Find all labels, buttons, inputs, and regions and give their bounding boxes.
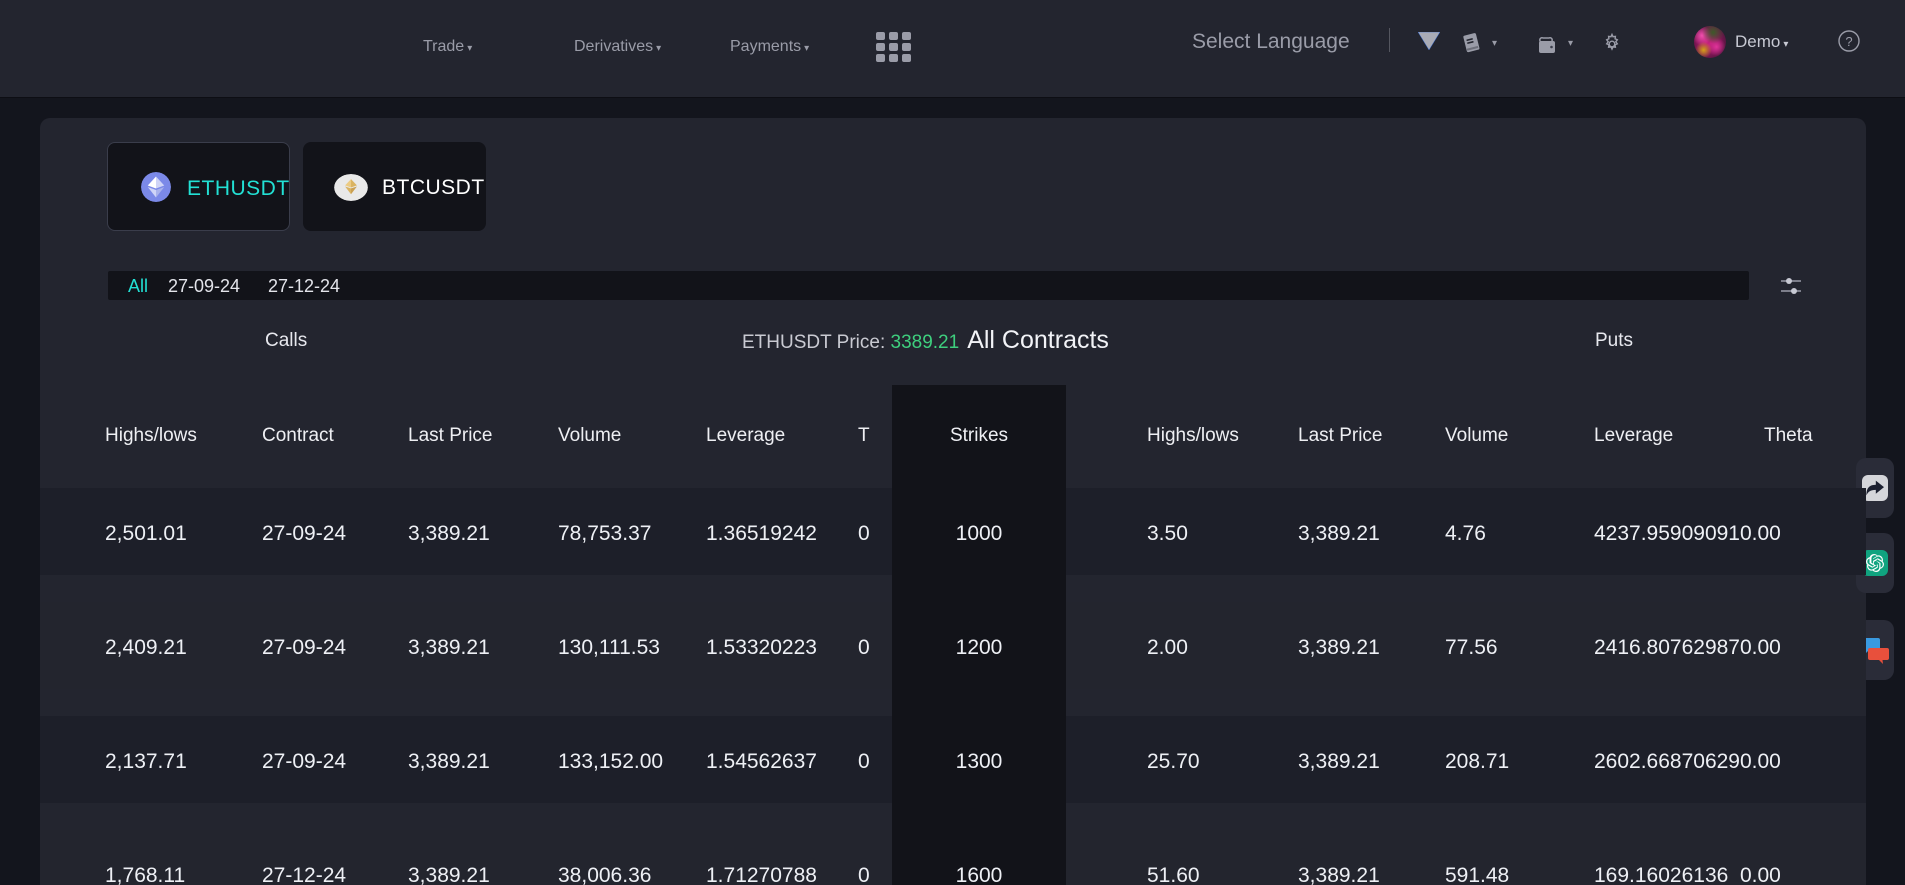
svg-text:?: ? bbox=[1845, 34, 1852, 49]
